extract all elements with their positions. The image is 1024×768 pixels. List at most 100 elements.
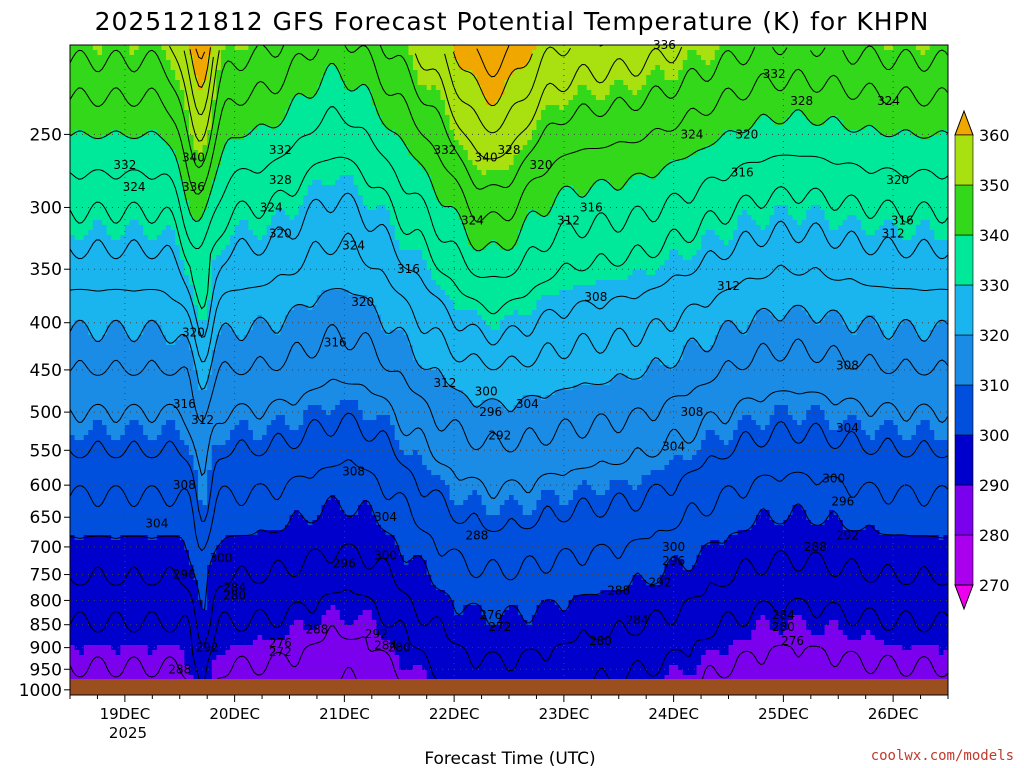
field-cell	[847, 90, 852, 96]
field-cell	[847, 170, 852, 176]
field-cell	[317, 55, 322, 61]
field-cell	[102, 85, 107, 91]
field-cell	[774, 115, 779, 121]
field-cell	[509, 90, 514, 96]
field-cell	[454, 110, 459, 116]
field-cell	[509, 130, 514, 136]
field-cell	[84, 165, 89, 171]
field-cell	[669, 70, 674, 76]
field-cell	[454, 45, 459, 51]
field-cell	[550, 55, 555, 61]
field-cell	[399, 165, 404, 171]
field-cell	[825, 150, 830, 156]
field-cell	[815, 140, 820, 146]
field-cell	[491, 120, 496, 126]
field-cell	[788, 160, 793, 166]
field-cell	[134, 45, 139, 51]
field-cell	[331, 160, 336, 166]
field-cell	[532, 95, 537, 101]
field-cell	[468, 60, 473, 66]
field-cell	[166, 95, 171, 101]
field-cell	[152, 105, 157, 111]
field-cell	[916, 105, 921, 111]
field-cell	[852, 65, 857, 71]
field-cell	[706, 120, 711, 126]
field-cell	[312, 135, 317, 141]
field-cell	[257, 155, 262, 161]
field-cell	[257, 85, 262, 91]
field-cell	[541, 45, 546, 51]
field-cell	[129, 110, 134, 116]
field-cell	[257, 115, 262, 121]
field-cell	[221, 45, 226, 51]
field-cell	[79, 70, 84, 76]
field-cell	[79, 155, 84, 161]
field-cell	[555, 55, 560, 61]
field-cell	[742, 75, 747, 81]
field-cell	[674, 75, 679, 81]
field-cell	[825, 50, 830, 56]
field-cell	[651, 110, 656, 116]
field-cell	[427, 45, 432, 51]
field-cell	[495, 50, 500, 56]
field-cell	[861, 160, 866, 166]
field-cell	[600, 140, 605, 146]
field-cell	[596, 165, 601, 171]
field-cell	[587, 55, 592, 61]
field-cell	[770, 55, 775, 61]
field-cell	[267, 55, 272, 61]
field-cell	[198, 95, 203, 101]
field-cell	[815, 95, 820, 101]
field-cell	[774, 140, 779, 146]
field-cell	[811, 160, 816, 166]
field-cell	[477, 130, 482, 136]
field-cell	[413, 150, 418, 156]
field-cell	[729, 70, 734, 76]
field-cell	[925, 110, 930, 116]
field-cell	[395, 105, 400, 111]
field-cell	[363, 95, 368, 101]
field-cell	[523, 85, 528, 91]
field-cell	[349, 105, 354, 111]
field-cell	[171, 140, 176, 146]
field-cell	[907, 120, 912, 126]
field-cell	[225, 165, 230, 171]
field-cell	[678, 145, 683, 151]
field-cell	[939, 125, 944, 131]
field-cell	[395, 85, 400, 91]
field-cell	[550, 145, 555, 151]
field-cell	[111, 150, 116, 156]
field-cell	[605, 90, 610, 96]
field-cell	[898, 45, 903, 51]
field-cell	[719, 155, 724, 161]
field-cell	[427, 60, 432, 66]
field-cell	[175, 85, 180, 91]
field-cell	[84, 110, 89, 116]
field-cell	[198, 65, 203, 71]
field-cell	[866, 105, 871, 111]
field-cell	[290, 75, 295, 81]
field-cell	[340, 140, 345, 146]
field-cell	[486, 165, 491, 171]
field-cell	[317, 170, 322, 176]
field-cell	[642, 155, 647, 161]
field-cell	[834, 90, 839, 96]
field-cell	[221, 130, 226, 136]
field-cell	[605, 50, 610, 56]
field-cell	[189, 100, 194, 106]
field-cell	[738, 155, 743, 161]
field-cell	[290, 80, 295, 86]
field-cell	[500, 80, 505, 86]
field-cell	[907, 100, 912, 106]
field-cell	[450, 160, 455, 166]
field-cell	[363, 120, 368, 126]
field-cell	[418, 170, 423, 176]
field-cell	[363, 70, 368, 76]
field-cell	[838, 105, 843, 111]
field-cell	[326, 50, 331, 56]
field-cell	[111, 95, 116, 101]
field-cell	[642, 75, 647, 81]
field-cell	[939, 120, 944, 126]
field-cell	[116, 140, 121, 146]
field-cell	[221, 135, 226, 141]
